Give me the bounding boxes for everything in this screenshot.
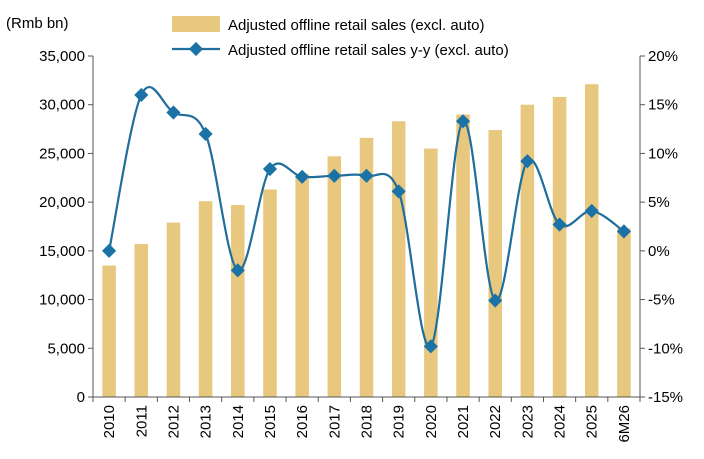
left-tick-label: 5,000 [47, 340, 85, 357]
yoy-point [616, 224, 631, 239]
x-tick-label: 2012 [165, 405, 182, 438]
yoy-point [391, 184, 406, 199]
left-tick-label: 30,000 [39, 97, 85, 114]
left-axis-unit-label: (Rmb bn) [6, 15, 69, 32]
bar [584, 84, 599, 398]
bar [134, 244, 149, 397]
right-tick-label: -5% [648, 292, 675, 309]
right-tick-label: 20% [648, 48, 678, 65]
bar [520, 104, 535, 397]
right-tick-label: 10% [648, 145, 678, 162]
right-tick-label: 0% [648, 243, 670, 260]
yoy-point [455, 114, 471, 129]
yoy-point [552, 217, 567, 232]
yoy-point [295, 169, 310, 184]
bar [231, 205, 245, 397]
bar [327, 156, 342, 397]
yoy-point [134, 87, 149, 103]
bar [391, 121, 406, 397]
bar [198, 201, 213, 397]
left-tick-label: 0 [77, 389, 85, 406]
x-tick-label: 2016 [294, 405, 311, 438]
left-tick-label: 20,000 [39, 194, 85, 211]
x-tick-label: 2014 [230, 405, 247, 438]
yoy-point [230, 263, 245, 278]
bar [295, 173, 309, 397]
x-tick-label: 2019 [391, 405, 408, 438]
x-tick-label: 2013 [198, 405, 215, 438]
yoy-point [327, 168, 342, 183]
x-tick-label: 2024 [552, 405, 569, 438]
bar [166, 222, 181, 397]
yoy-point [423, 339, 438, 354]
yoy-point [584, 203, 599, 218]
x-tick-label: 2021 [455, 405, 472, 438]
left-tick-label: 15,000 [39, 243, 85, 260]
x-tick-label: 2023 [519, 405, 536, 438]
axes: 0 5,000 10,000 15,000 20,000 25,000 30,000 35,0… [39, 48, 683, 443]
x-tick-label: 2025 [584, 405, 601, 438]
bar [263, 189, 277, 397]
right-tick-label: -15% [648, 389, 683, 406]
x-tick-label: 2022 [487, 405, 504, 438]
bar [456, 114, 470, 397]
bar [424, 148, 438, 397]
right-tick-label: 5% [648, 194, 670, 211]
yoy-point [198, 126, 213, 142]
bar [359, 137, 374, 397]
legend: Adjusted offline retail sales (excl. aut… [172, 16, 509, 59]
yoy-point [520, 154, 535, 169]
bar [102, 265, 116, 397]
right-tick-label: 15% [648, 97, 678, 114]
x-tick-label: 6M26 [616, 405, 633, 443]
x-tick-label: 2015 [262, 405, 279, 438]
bar [552, 96, 567, 398]
yoy-point [488, 293, 503, 308]
legend-line-label: Adjusted offline retail sales y-y (excl.… [228, 42, 509, 59]
left-tick-label: 25,000 [39, 145, 85, 162]
yoy-point [102, 243, 117, 258]
x-tick-label: 2017 [326, 405, 343, 438]
left-tick-label: 35,000 [39, 48, 85, 65]
legend-bar-swatch [172, 16, 220, 32]
left-tick-label: 10,000 [39, 292, 85, 309]
legend-line-marker [188, 41, 204, 57]
x-tick-label: 2020 [423, 405, 440, 438]
legend-bar-label: Adjusted offline retail sales (excl. aut… [228, 17, 485, 34]
x-tick-label: 2010 [101, 405, 118, 438]
x-tick-label: 2018 [359, 405, 376, 438]
yoy-point [262, 161, 278, 177]
bar [617, 228, 631, 397]
x-tick-label: 2011 [133, 405, 150, 437]
right-tick-label: -10% [648, 340, 683, 357]
yoy-point [359, 168, 374, 183]
bar [488, 130, 502, 397]
bar-series [102, 84, 631, 398]
